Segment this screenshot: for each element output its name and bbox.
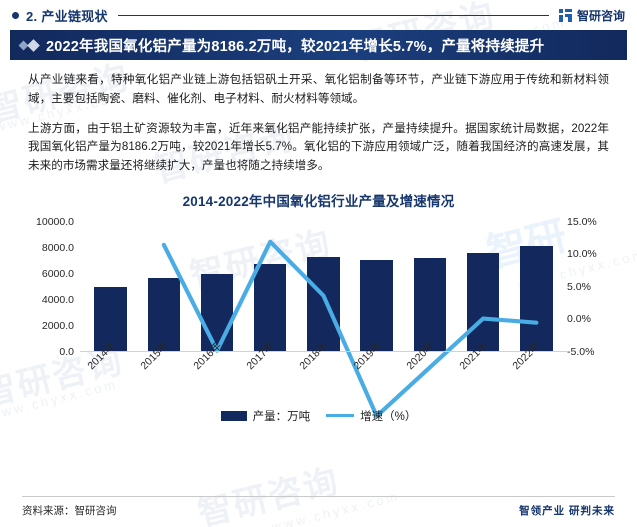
chart-legend: 产量：万吨 增速（%） (0, 408, 637, 424)
axis-tick-label: 15.0% (567, 215, 597, 228)
x-label-cell: 2019年 (350, 340, 403, 402)
axis-tick-label: 4000.0 (41, 293, 74, 306)
chart-bar (200, 273, 234, 352)
legend-label: 产量：万吨 (252, 410, 311, 423)
x-label-cell: 2015年 (137, 340, 190, 402)
chart-baseline (80, 350, 567, 352)
chart-line-path (161, 239, 539, 419)
chart-bar (94, 286, 127, 352)
chart-bar-cell (350, 222, 403, 352)
chart-bar-cell (137, 222, 190, 352)
footer-slogan: 智领产业 研判未来 (519, 505, 615, 517)
chart-right-axis: -5.0% 0.0% 5.0% 10.0% 15.0% (567, 216, 625, 358)
legend-item-line: 增速（%） (326, 408, 416, 424)
body-copy: 从产业链来看，特种氧化铝产业链上游包括铝矾土开采、氧化铝制备等环节，产业链下游应… (28, 71, 609, 176)
chart-bar (254, 263, 287, 352)
chart-bar (520, 245, 553, 352)
chart-x-axis-labels: 2014年 2015年 2016年 2017年 2018年 2019年 2020年 2021年… (84, 340, 563, 402)
chart-bar-cell (190, 222, 243, 352)
chart-bar (466, 253, 500, 352)
chart-line-series (161, 239, 539, 419)
axis-tick-label: -5.0% (567, 345, 595, 358)
paragraph: 上游方面，由于铝土矿资源较为丰富，近年来氧化铝产能持续扩张，产量持续提升。据国家… (28, 121, 609, 173)
axis-tick-label: 8000.0 (41, 241, 74, 254)
page-header: 2. 产业链现状 智研咨询 (0, 0, 637, 28)
x-label-cell: 2018年 (297, 340, 350, 402)
brand-name: 智研咨询 (576, 8, 625, 23)
legend-swatch-bar-icon (220, 410, 247, 421)
x-label-cell: 2016年 (190, 340, 243, 402)
chart-left-axis: 0.0 2000.0 4000.0 6000.0 8000.0 10000.0 (16, 216, 74, 358)
chart-plot-area: 0.0 2000.0 4000.0 6000.0 8000.0 10000.0 -5.0%… (0, 216, 637, 432)
chart-bar (360, 259, 393, 352)
page-footer: 资料来源：智研咨询 智领产业 研判未来 (22, 503, 615, 518)
headline-banner: 2022年我国氧化铝产量为8186.2万吨，较2021年增长5.7%，产量将持续… (10, 30, 627, 60)
legend-swatch-line-icon (326, 414, 355, 418)
chart-bar-cell (84, 222, 137, 352)
chart-bar-cell (297, 222, 350, 352)
axis-tick-label: 10.0% (567, 248, 597, 261)
x-label-cell: 2022年 (510, 340, 563, 402)
footer-divider (22, 496, 615, 497)
chart-bar-cell (457, 222, 510, 352)
axis-tick-label: 2000.0 (41, 319, 74, 332)
axis-tick-label: 5.0% (567, 280, 591, 293)
chart: 2014-2022年中国氧化铝行业产量及增速情况 0.0 2000.0 4000.0… (0, 190, 637, 432)
page-title: 2. 产业链现状 (26, 8, 108, 24)
legend-label: 增速（%） (360, 410, 417, 423)
brand: 智研咨询 (558, 7, 625, 24)
header-divider (117, 14, 549, 16)
chart-bar (307, 257, 340, 352)
axis-tick-label: 0.0 (59, 345, 74, 358)
chart-bar-cell (244, 222, 297, 352)
headline-text: 2022年我国氧化铝产量为8186.2万吨，较2021年增长5.7%，产量将持续… (46, 38, 545, 55)
legend-item-bar: 产量：万吨 (220, 408, 311, 424)
chart-panel (80, 222, 567, 419)
diamond-marker-icon (18, 38, 40, 52)
axis-tick-label: 10000.0 (36, 215, 74, 228)
x-label-cell: 2020年 (403, 340, 456, 402)
source-note: 资料来源：智研咨询 (22, 505, 117, 517)
chart-title: 2014-2022年中国氧化铝行业产量及增速情况 (182, 193, 455, 209)
x-label-cell: 2014年 (84, 340, 137, 402)
x-label-cell: 2017年 (244, 340, 297, 402)
chart-bar (147, 277, 181, 352)
chart-bar-cell (403, 222, 456, 352)
axis-tick-label: 0.0% (567, 313, 591, 326)
paragraph: 从产业链来看，特种氧化铝产业链上游包括铝矾土开采、氧化铝制备等环节，产业链下游应… (28, 73, 609, 105)
x-label-cell: 2021年 (457, 340, 510, 402)
chart-bar (413, 258, 447, 352)
chart-bar-cell (510, 222, 563, 352)
axis-tick-label: 6000.0 (41, 267, 74, 280)
bullet-dot-icon (12, 11, 19, 19)
chart-bar-series (84, 222, 563, 352)
zhiyan-logo-icon (558, 8, 572, 22)
